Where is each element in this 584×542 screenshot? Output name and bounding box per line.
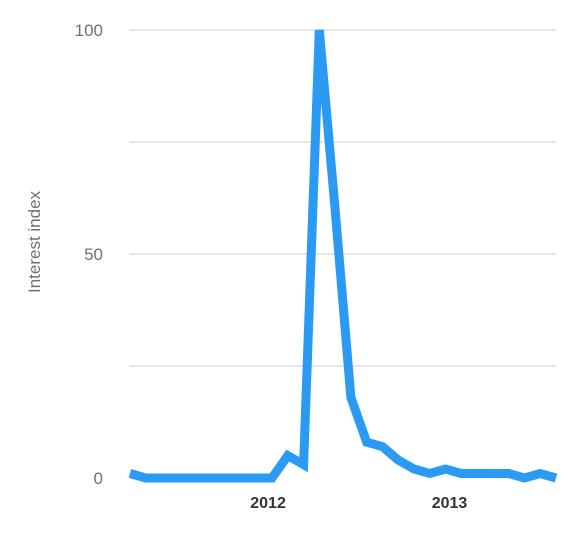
y-axis-title: Interest index (25, 190, 44, 293)
x-tick-labels: 2012 2013 (250, 495, 467, 512)
y-tick-label-0: 0 (94, 469, 103, 488)
y-tick-label-2: 100 (75, 21, 103, 40)
gridlines (130, 29, 556, 367)
series-lines (128, 29, 558, 483)
series-line-0 (128, 29, 558, 483)
y-tick-label-1: 50 (84, 245, 103, 264)
y-tick-labels: 0 50 100 (75, 21, 103, 488)
x-tick-label-1: 2013 (432, 495, 468, 512)
x-tick-label-0: 2012 (250, 495, 286, 512)
